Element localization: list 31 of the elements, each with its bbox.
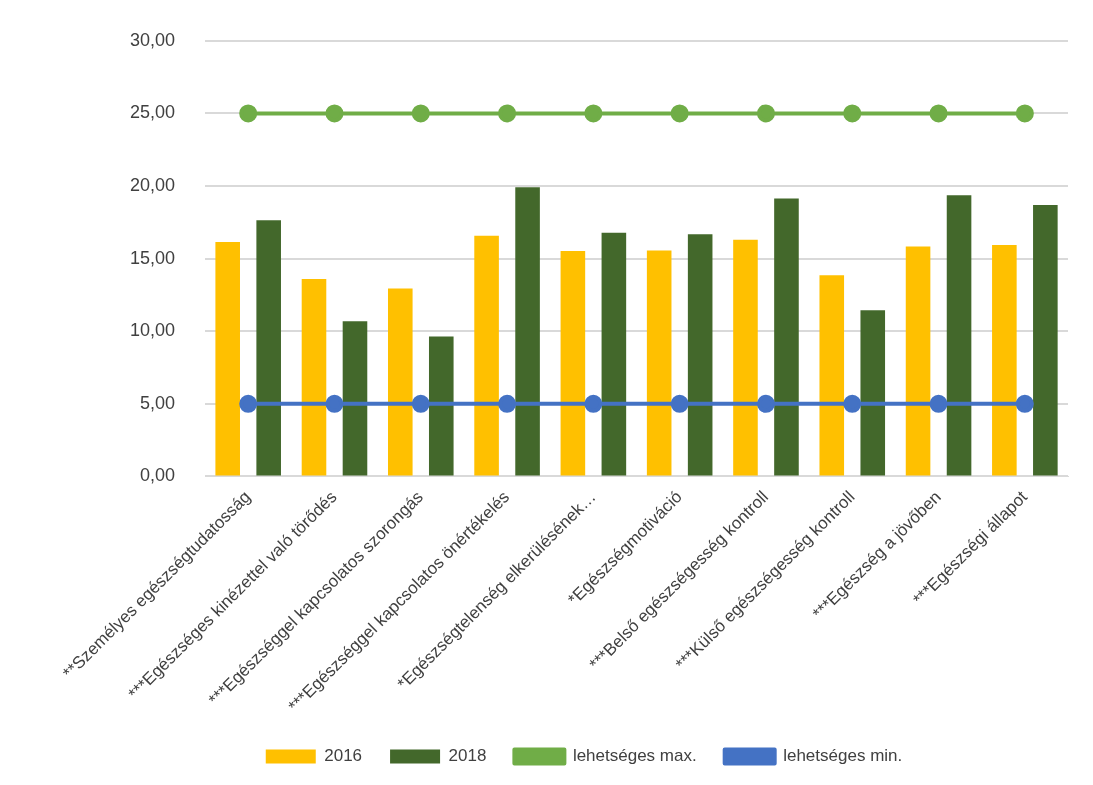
bar [387, 288, 413, 476]
bar [560, 250, 586, 476]
bar [687, 234, 713, 476]
bar [819, 275, 845, 476]
bar [905, 246, 931, 476]
bar [215, 242, 240, 476]
y-tick-label: 5,00 [140, 392, 176, 413]
bar [1033, 205, 1058, 476]
legend-label: lehetséges min. [783, 746, 903, 766]
bar [733, 239, 758, 476]
y-tick-label: 15,00 [130, 247, 176, 268]
bar [515, 187, 540, 476]
y-tick-label: 25,00 [130, 102, 176, 123]
y-tick-label: 30,00 [130, 29, 176, 50]
y-tick-label: 20,00 [130, 174, 176, 195]
bar [646, 250, 672, 476]
y-tick-label: 10,00 [130, 320, 176, 341]
bar [256, 220, 281, 476]
bar [860, 310, 886, 476]
bar [474, 235, 499, 476]
bar [774, 198, 799, 476]
bar [342, 321, 368, 476]
bar [301, 278, 327, 476]
legend-label: 2018 [448, 746, 487, 766]
bar [946, 195, 972, 476]
bar [428, 336, 454, 476]
legend-label: lehetséges max. [572, 746, 697, 766]
y-tick-label: 0,00 [140, 465, 176, 486]
bar [601, 232, 627, 476]
bar [992, 244, 1017, 476]
legend-label: 2016 [324, 746, 363, 766]
